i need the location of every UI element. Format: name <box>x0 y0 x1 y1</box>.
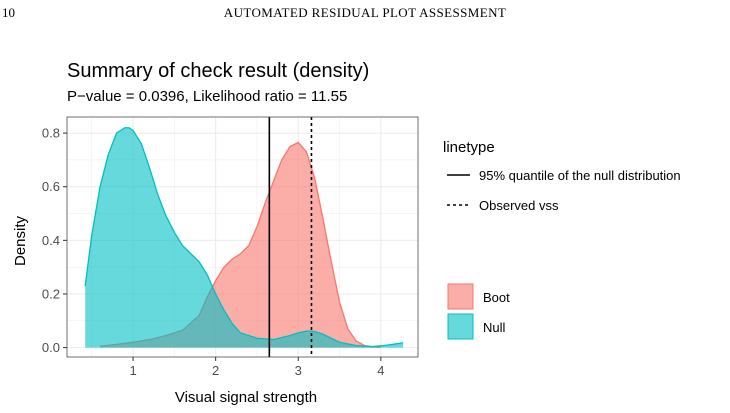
legend-label-boot: Boot <box>483 290 510 305</box>
legend-label-null-quantile: 95% quantile of the null distribution <box>479 168 681 183</box>
x-axis: 1 2 3 4 <box>129 357 384 378</box>
x-tick-label: 3 <box>295 363 302 378</box>
y-axis: 0.0 0.2 0.4 0.6 0.8 <box>42 126 67 355</box>
legend-fill: Boot Null <box>447 283 510 340</box>
reference-lines <box>268 117 313 357</box>
y-tick-label: 0.4 <box>42 233 60 248</box>
panel-border <box>66 116 419 358</box>
page-header: 10 AUTOMATED RESIDUAL PLOT ASSESSMENT <box>0 0 730 26</box>
x-tick-label: 1 <box>129 363 136 378</box>
legend-linetype: linetype 95% quantile of the null distri… <box>443 139 681 213</box>
legend-label-observed-vss: Observed vss <box>479 198 559 213</box>
density-area-null <box>85 127 404 348</box>
chart-title: Summary of check result (density) <box>67 60 369 82</box>
y-axis-title: Density <box>12 215 29 266</box>
x-tick-label: 4 <box>377 363 384 378</box>
density-area-boot <box>100 142 381 348</box>
page-number: 10 <box>2 5 15 20</box>
legend-label-null: Null <box>483 320 506 335</box>
y-tick-label: 0.8 <box>42 126 60 141</box>
y-tick-label: 0.6 <box>42 179 60 194</box>
legend-key-null <box>447 313 474 340</box>
x-tick-label: 2 <box>212 363 219 378</box>
chart-subtitle: P−value = 0.0396, Likelihood ratio = 11.… <box>67 88 347 105</box>
density-areas <box>84 127 404 348</box>
y-tick-label: 0.0 <box>42 340 60 355</box>
x-axis-title: Visual signal strength <box>175 389 317 406</box>
y-tick-label: 0.2 <box>42 286 60 301</box>
legend-linetype-title: linetype <box>443 139 495 156</box>
legend-key-boot <box>447 283 474 310</box>
running-head: AUTOMATED RESIDUAL PLOT ASSESSMENT <box>223 5 507 20</box>
density-outline-null <box>84 127 404 348</box>
